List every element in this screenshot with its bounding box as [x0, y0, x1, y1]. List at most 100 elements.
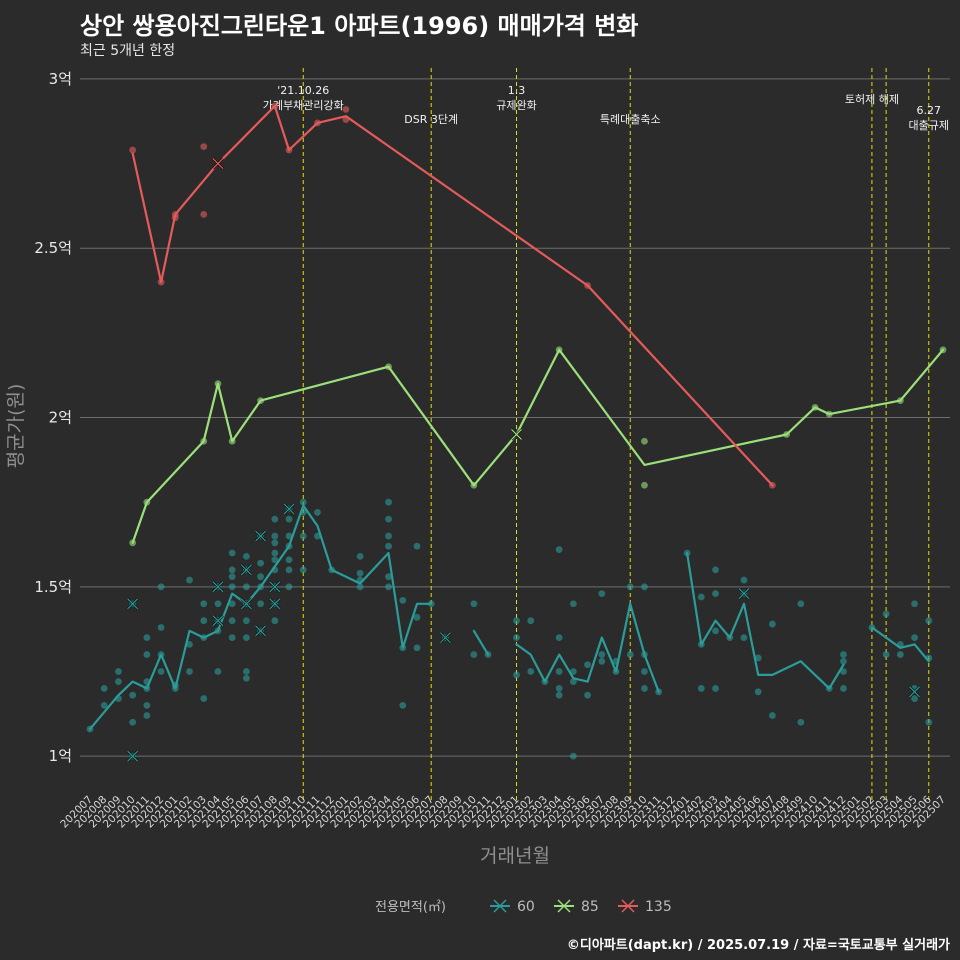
data-point — [385, 515, 392, 523]
data-point — [797, 718, 805, 726]
series-line — [131, 104, 774, 487]
data-point — [228, 549, 236, 557]
cross-marker — [268, 597, 281, 610]
data-point — [626, 651, 634, 658]
data-point — [242, 634, 250, 642]
event-label: 토허제 해제 — [845, 92, 899, 106]
data-point — [143, 712, 151, 719]
cross-stroke — [212, 158, 224, 170]
data-point — [555, 668, 563, 675]
cross-marker — [908, 685, 921, 698]
data-point — [143, 701, 151, 709]
data-point — [527, 668, 535, 675]
data-point — [569, 668, 577, 675]
data-point — [385, 542, 392, 550]
cross-marker — [240, 597, 253, 610]
event-label: 1.3 — [508, 84, 526, 97]
cross-stroke — [738, 588, 750, 600]
data-point — [385, 532, 392, 540]
data-point — [214, 668, 222, 675]
data-point — [513, 671, 520, 679]
data-point — [228, 566, 236, 574]
legend: 전용면적(㎡) 60 85 135 — [375, 899, 672, 915]
data-point — [925, 718, 933, 726]
data-point — [569, 600, 577, 608]
data-point — [712, 566, 719, 574]
event-label: 특례대출축소 — [600, 113, 661, 126]
data-point — [271, 556, 279, 564]
data-point — [242, 552, 250, 560]
data-point — [740, 634, 748, 642]
grid-lines — [80, 78, 950, 757]
data-point — [200, 143, 208, 151]
data-point — [399, 701, 407, 709]
data-point — [200, 210, 208, 218]
cross-marker — [510, 428, 523, 441]
data-point — [641, 481, 648, 489]
cross-stroke — [212, 615, 224, 627]
data-point — [697, 593, 705, 601]
cross-marker — [126, 597, 139, 610]
data-point — [228, 634, 236, 642]
data-point — [555, 685, 563, 692]
data-point — [385, 583, 392, 591]
data-point — [186, 641, 193, 648]
data-point — [470, 600, 478, 608]
data-point — [314, 508, 321, 516]
data-point — [257, 600, 264, 608]
cross-marker — [240, 563, 253, 576]
data-point — [626, 583, 634, 591]
cross-marker — [283, 503, 295, 515]
data-point — [641, 437, 648, 445]
axis-layer: 1억1.5억2억2.5억3억20200720200820200920201020… — [5, 70, 948, 867]
data-point — [584, 691, 591, 699]
data-point — [697, 685, 705, 692]
series-layer — [86, 102, 947, 763]
data-point — [911, 695, 918, 702]
data-point — [641, 583, 648, 591]
data-point — [257, 573, 264, 581]
data-point — [100, 701, 108, 709]
data-point — [769, 712, 776, 719]
data-point — [754, 688, 762, 696]
y-tick-label: 1.5억 — [34, 578, 72, 596]
data-point — [228, 573, 236, 581]
cross-stroke — [269, 581, 281, 593]
data-point — [911, 600, 918, 608]
data-point — [257, 559, 264, 567]
cross-stroke — [511, 429, 522, 440]
data-point — [896, 651, 904, 658]
cross-stroke — [269, 598, 281, 610]
data-point — [214, 600, 222, 608]
source-caption: ©디아파트(dapt.kr) / 2025.07.19 / 자료=국토교통부 실… — [566, 938, 950, 953]
data-point — [342, 106, 350, 113]
data-point — [840, 657, 847, 665]
data-point — [555, 634, 563, 642]
series-60 — [86, 498, 933, 763]
data-point — [285, 556, 293, 564]
data-point — [271, 549, 279, 557]
data-point — [641, 668, 648, 675]
data-point — [598, 657, 606, 665]
event-label: '21.10.26 — [277, 84, 329, 97]
data-point — [271, 515, 279, 523]
chart-subtitle: 최근 5개년 한정 — [80, 43, 176, 59]
cross-stroke — [255, 625, 267, 637]
legend-label: 60 — [517, 899, 535, 915]
data-point — [584, 661, 591, 669]
data-point — [299, 498, 307, 506]
cross-marker — [212, 157, 224, 170]
cross-stroke — [127, 598, 139, 610]
data-point — [740, 576, 748, 584]
cross-stroke — [212, 581, 224, 593]
data-point — [712, 627, 719, 635]
data-point — [242, 617, 250, 625]
cross-marker — [126, 750, 139, 763]
data-point — [157, 668, 165, 675]
data-point — [513, 634, 520, 642]
data-point — [100, 685, 108, 692]
data-point — [115, 668, 122, 675]
data-point — [712, 590, 719, 598]
